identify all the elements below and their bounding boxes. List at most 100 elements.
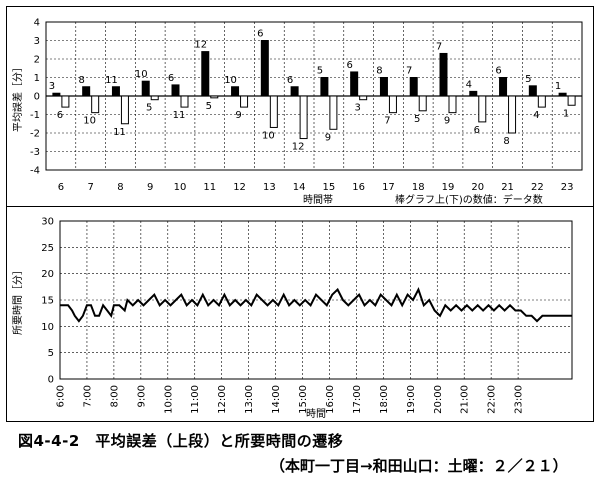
bot-ylabel: 所要時間［分］ (12, 265, 24, 335)
panel-divider (6, 206, 594, 207)
negative-count-label: 5 (414, 114, 420, 125)
positive-count-label: 6 (346, 60, 352, 71)
negative-count-label: 9 (325, 132, 331, 143)
negative-count-label: 6 (474, 125, 480, 136)
negative-count-label: 9 (444, 116, 450, 127)
travel-time-series-line (60, 286, 572, 323)
top-xtick-label: 8 (117, 182, 123, 193)
negative-count-label: 9 (235, 110, 241, 121)
top-xtick-label: 10 (174, 182, 187, 193)
top-xtick-label: 7 (87, 182, 93, 193)
positive-bar (260, 40, 269, 97)
bot-xtick-label: 8:00 (109, 385, 120, 407)
positive-bar (469, 90, 478, 97)
top-xlabel: 時間帯 (303, 193, 333, 206)
positive-count-label: 6 (168, 73, 174, 84)
positive-bar (231, 86, 240, 97)
bot-xtick-label: 10:00 (163, 385, 174, 414)
top-ytick-label: 4 (34, 18, 40, 29)
positive-count-label: 11 (105, 75, 118, 86)
travel-time-line-chart: 0 5 10 15 20 25 30 6:00 7:00 8:00 9:00 10:00 11:00 1… (12, 217, 573, 420)
positive-count-label: 8 (78, 75, 84, 86)
negative-bar (240, 95, 249, 108)
bot-xlabel: 時間 (306, 408, 326, 420)
bot-xtick-label: 18:00 (379, 385, 390, 414)
bot-ytick-label: 20 (41, 269, 54, 280)
bot-xtick-label: 15:00 (298, 385, 309, 414)
negative-bar (388, 95, 397, 114)
positive-count-label: 1 (555, 81, 561, 92)
negative-bar (120, 95, 129, 125)
bot-xtick-label: 7:00 (82, 385, 93, 407)
positive-bar (111, 86, 120, 97)
top-xtick-label: 19 (442, 182, 455, 193)
negative-count-label: 1 (563, 108, 569, 119)
negative-bar (180, 95, 189, 108)
figure-frame (6, 6, 594, 422)
positive-bar (439, 52, 448, 97)
negative-count-label: 8 (503, 136, 509, 147)
positive-count-label: 7 (406, 66, 412, 77)
negative-bar (567, 95, 576, 106)
positive-bar (528, 85, 537, 97)
top-xtick-label: 16 (352, 182, 365, 193)
negative-bar (478, 95, 487, 123)
positive-count-label: 12 (194, 40, 207, 51)
figure-caption-subtitle: （本町一丁目→和田山口：土曜：２／２１） (270, 457, 568, 475)
negative-bar (61, 95, 70, 108)
top-ytick-label: 0 (34, 92, 40, 103)
negative-bar (269, 95, 278, 128)
top-note: 棒グラフ上(下)の数値：データ数 (395, 193, 543, 206)
negative-bar (91, 95, 100, 114)
positive-count-label: 6 (287, 75, 293, 86)
bot-xtick-label: 20:00 (433, 385, 444, 414)
bot-ytick-label: 25 (41, 243, 54, 254)
bot-xtick-label: 14:00 (271, 385, 282, 414)
positive-bar (290, 86, 299, 97)
negative-bar (508, 95, 517, 134)
positive-count-label: 8 (376, 66, 382, 77)
bot-ytick-label: 10 (41, 322, 54, 333)
top-xtick-label: 17 (382, 182, 395, 193)
top-xtick-label: 11 (203, 182, 216, 193)
positive-bar (350, 71, 359, 97)
positive-count-label: 7 (436, 41, 442, 52)
positive-count-label: 4 (466, 79, 472, 90)
top-ytick-label: 3 (34, 36, 40, 47)
top-ytick-label: -1 (30, 110, 40, 121)
top-xtick-label: 23 (561, 182, 574, 193)
positive-bar (171, 84, 180, 97)
top-ytick-label: 2 (34, 55, 40, 66)
positive-bar (409, 77, 418, 97)
negative-count-label: 11 (173, 110, 186, 121)
negative-count-label: 5 (206, 101, 212, 112)
bot-xtick-label: 13:00 (244, 385, 255, 414)
bot-xtick-label: 16:00 (325, 385, 336, 414)
top-xtick-label: 13 (263, 182, 276, 193)
bot-xtick-label: 22:00 (487, 385, 498, 414)
negative-count-label: 6 (57, 110, 63, 121)
negative-bar (299, 95, 308, 140)
top-xtick-label: 22 (531, 182, 544, 193)
bot-ytick-label: 15 (41, 296, 54, 307)
top-ytick-label: -2 (30, 129, 40, 140)
bot-ytick-label: 5 (48, 348, 54, 359)
top-xtick-label: 14 (293, 182, 306, 193)
top-xtick-label: 6 (58, 182, 64, 193)
positive-count-label: 10 (135, 69, 148, 80)
negative-count-label: 3 (354, 103, 360, 114)
top-ylabel: 平均誤差［分］ (11, 62, 24, 132)
positive-count-label: 10 (224, 75, 237, 86)
top-xtick-label: 9 (147, 182, 153, 193)
negative-count-label: 12 (292, 142, 305, 153)
negative-count-label: 5 (146, 103, 152, 114)
negative-count-label: 11 (113, 127, 126, 138)
positive-count-label: 6 (257, 29, 263, 40)
positive-count-label: 6 (495, 66, 501, 77)
bot-xtick-label: 11:00 (190, 385, 201, 414)
top-ytick-label: 1 (34, 73, 40, 84)
top-xtick-label: 18 (412, 182, 425, 193)
top-xtick-label: 15 (323, 182, 336, 193)
top-xtick-label: 12 (233, 182, 246, 193)
